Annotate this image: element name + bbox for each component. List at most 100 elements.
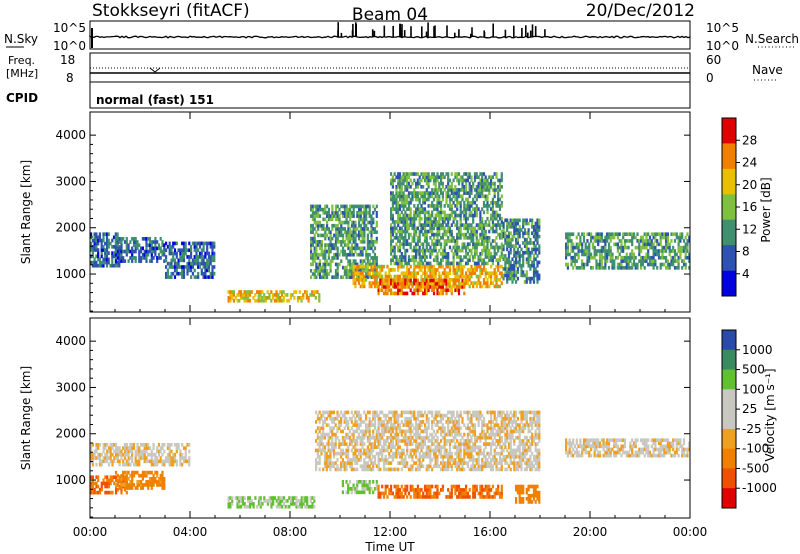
power-cell bbox=[311, 204, 314, 209]
power-cell bbox=[326, 214, 329, 218]
velocity-cell bbox=[304, 499, 307, 503]
velocity-cell bbox=[334, 435, 337, 440]
power-cell bbox=[315, 240, 318, 244]
power-cell bbox=[334, 207, 338, 212]
power-cell bbox=[293, 290, 296, 294]
power-cell bbox=[350, 233, 354, 238]
power-cell bbox=[475, 207, 478, 211]
power-cell bbox=[457, 229, 461, 234]
power-cell bbox=[438, 220, 441, 224]
power-cell bbox=[209, 261, 212, 266]
power-cell bbox=[98, 263, 101, 268]
power-cell bbox=[566, 262, 569, 267]
velocity-cell bbox=[115, 446, 118, 450]
velocity-cell bbox=[357, 413, 361, 418]
velocity-cell bbox=[379, 448, 382, 453]
velocity-cell bbox=[347, 432, 350, 437]
power-cell bbox=[457, 226, 461, 231]
power-cell bbox=[631, 235, 634, 240]
power-cell bbox=[475, 185, 478, 189]
power-cell bbox=[463, 204, 466, 208]
power-cell bbox=[416, 172, 419, 176]
power-cell bbox=[361, 217, 364, 222]
velocity-cell bbox=[123, 443, 127, 447]
power-cell bbox=[515, 260, 518, 265]
power-cell bbox=[415, 232, 418, 237]
velocity-cell bbox=[331, 426, 334, 431]
power-cell bbox=[350, 262, 354, 267]
power-cell bbox=[654, 262, 657, 267]
power-cell bbox=[411, 194, 414, 199]
power-cell bbox=[506, 280, 509, 284]
freq-tick-top: 18 bbox=[60, 53, 75, 67]
velocity-cell bbox=[148, 470, 152, 475]
power-cell bbox=[123, 240, 127, 244]
velocity-cell bbox=[97, 478, 100, 483]
power-cell bbox=[532, 231, 536, 236]
power-cell bbox=[465, 191, 468, 195]
power-cell bbox=[491, 188, 494, 192]
power-cell bbox=[336, 272, 339, 276]
power-cell bbox=[520, 263, 523, 268]
power-cell bbox=[422, 232, 425, 237]
power-cell bbox=[384, 285, 387, 289]
power-cell bbox=[361, 249, 364, 254]
velocity-cell bbox=[100, 462, 103, 467]
power-cell bbox=[318, 259, 322, 263]
power-cell bbox=[427, 281, 430, 285]
velocity-cell bbox=[368, 467, 371, 472]
power-cell bbox=[127, 246, 130, 251]
velocity-cell bbox=[300, 499, 303, 503]
power-cell bbox=[598, 262, 602, 267]
velocity-cell bbox=[120, 477, 123, 481]
power-cell bbox=[468, 271, 471, 276]
power-cell bbox=[407, 285, 411, 289]
velocity-cell bbox=[325, 467, 328, 472]
velocity-cell bbox=[334, 461, 337, 465]
power-cell bbox=[688, 259, 691, 263]
power-cell bbox=[643, 232, 646, 237]
colorbar-segment bbox=[722, 219, 736, 246]
power-cell bbox=[431, 213, 434, 218]
power-cell bbox=[270, 290, 273, 294]
power-cell bbox=[665, 249, 668, 253]
power-cell bbox=[411, 258, 414, 263]
power-cell bbox=[138, 243, 141, 248]
power-cell bbox=[324, 233, 327, 238]
power-cell bbox=[416, 284, 419, 289]
velocity-cell bbox=[397, 435, 400, 440]
power-cell bbox=[518, 234, 521, 239]
power-cell bbox=[358, 220, 361, 225]
velocity-cell bbox=[181, 456, 184, 460]
power-cell bbox=[472, 284, 475, 289]
velocity-cell bbox=[377, 420, 380, 424]
power-cell bbox=[397, 185, 400, 189]
power-cell bbox=[320, 207, 323, 212]
power-cell bbox=[488, 284, 491, 289]
power-cell bbox=[300, 298, 303, 303]
velocity-cell bbox=[311, 504, 314, 509]
power-cell bbox=[420, 194, 423, 199]
power-cell bbox=[440, 291, 443, 296]
power-cell bbox=[343, 220, 346, 225]
power-cell bbox=[423, 268, 427, 272]
power-cell bbox=[498, 204, 502, 208]
power-cell bbox=[197, 265, 200, 269]
velocity-cell bbox=[366, 467, 369, 472]
velocity-cell bbox=[138, 452, 141, 457]
power-cell bbox=[491, 204, 494, 208]
power-cell bbox=[436, 191, 439, 195]
power-cell bbox=[454, 242, 457, 247]
power-cell bbox=[132, 243, 136, 248]
power-cell bbox=[463, 291, 466, 296]
velocity-cell bbox=[168, 449, 171, 454]
velocity-cell bbox=[340, 410, 343, 415]
power-cell bbox=[484, 232, 487, 237]
power-cell bbox=[502, 267, 505, 271]
velocity-cell bbox=[402, 458, 405, 462]
power-cell bbox=[375, 281, 378, 285]
power-cell bbox=[238, 293, 241, 297]
power-cell bbox=[452, 210, 455, 215]
power-cell bbox=[450, 291, 453, 296]
power-cell bbox=[468, 278, 471, 282]
